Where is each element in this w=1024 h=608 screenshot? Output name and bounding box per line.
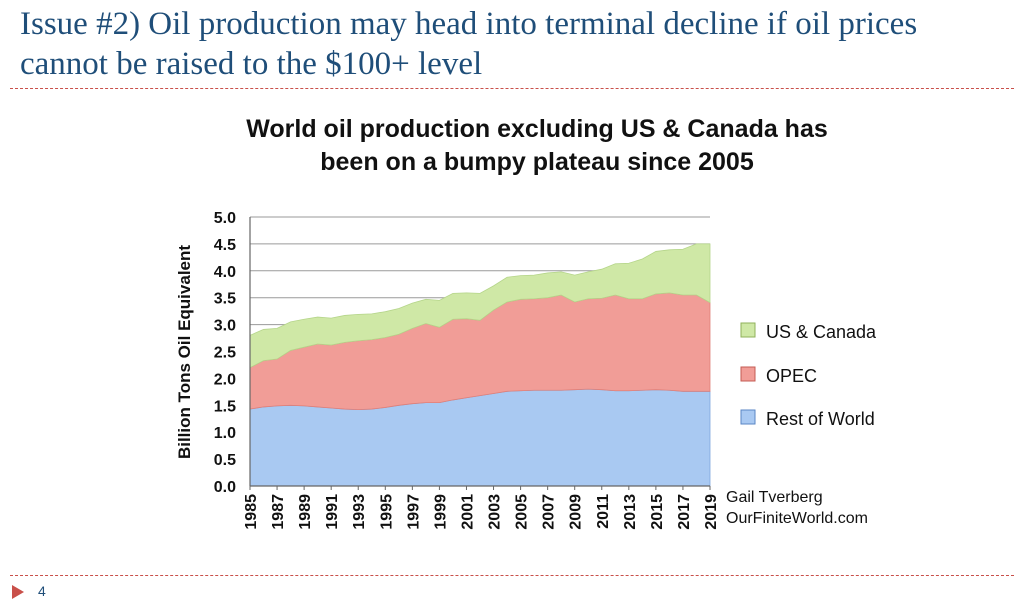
x-tick-label: 2019 bbox=[703, 494, 720, 530]
legend-swatch-us-canada bbox=[740, 322, 756, 338]
y-axis-label: Billion Tons Oil Equivalent bbox=[175, 245, 194, 459]
x-tick-label: 1999 bbox=[432, 494, 449, 530]
x-tick-label: 1989 bbox=[297, 494, 314, 530]
y-tick-label: 3.0 bbox=[214, 318, 236, 335]
credit-author: Gail Tverberg bbox=[726, 489, 823, 506]
y-tick-label: 1.0 bbox=[214, 425, 236, 442]
y-tick-label: 0.5 bbox=[214, 452, 236, 469]
area-us-canada bbox=[249, 243, 711, 369]
page-number: 4 bbox=[38, 583, 46, 599]
y-tick-label: 2.0 bbox=[214, 371, 236, 388]
x-tick-label: 2001 bbox=[459, 494, 476, 530]
bottom-divider bbox=[10, 575, 1014, 576]
x-tick-label: 2011 bbox=[595, 494, 612, 529]
slide-title: Issue #2) Oil production may head into t… bbox=[20, 6, 918, 82]
x-tick-label: 2017 bbox=[676, 494, 693, 530]
legend: US & Canada OPEC Rest of World bbox=[740, 322, 877, 429]
x-tick-label: 2005 bbox=[514, 494, 531, 530]
y-tick-label: 0.0 bbox=[214, 479, 236, 496]
y-tick-label: 5.0 bbox=[214, 210, 236, 227]
x-tick-label: 1993 bbox=[351, 494, 368, 530]
x-tick-label: 1991 bbox=[324, 494, 341, 530]
page-marker-icon bbox=[12, 585, 24, 599]
y-tick-label: 1.5 bbox=[214, 398, 236, 415]
x-tick-label: 2007 bbox=[541, 494, 558, 530]
y-tick-label: 4.0 bbox=[214, 264, 236, 281]
y-tick-label: 3.5 bbox=[214, 291, 236, 308]
x-tick-label: 1987 bbox=[270, 494, 287, 530]
legend-label-rest-of-world: Rest of World bbox=[766, 409, 875, 429]
legend-swatch-opec bbox=[740, 366, 756, 382]
area-series bbox=[249, 243, 711, 487]
x-tick-label: 2009 bbox=[568, 494, 585, 530]
x-tick-label: 2013 bbox=[622, 494, 639, 530]
y-tick-label: 4.5 bbox=[214, 237, 236, 254]
y-tick-label: 2.5 bbox=[214, 345, 236, 362]
axes: 1985 1987 1989 1991 1993 1995 1997 1999 2001 2003… bbox=[243, 217, 720, 530]
x-tick-label: 1985 bbox=[243, 494, 260, 530]
x-tick-label: 2015 bbox=[649, 494, 666, 530]
x-tick-label: 1997 bbox=[405, 494, 422, 530]
chart-title-line-1: World oil production excluding US & Cana… bbox=[246, 115, 828, 143]
x-tick-label: 2003 bbox=[487, 494, 504, 530]
credit-website: OurFiniteWorld.com bbox=[726, 510, 868, 527]
top-divider bbox=[10, 88, 1014, 89]
legend-swatch-rest-of-world bbox=[740, 409, 756, 425]
x-tick-label: 1995 bbox=[378, 494, 395, 530]
chart-title-line-2: been on a bumpy plateau since 2005 bbox=[320, 148, 754, 176]
legend-label-opec: OPEC bbox=[766, 366, 817, 386]
legend-label-us-canada: US & Canada bbox=[766, 322, 877, 342]
